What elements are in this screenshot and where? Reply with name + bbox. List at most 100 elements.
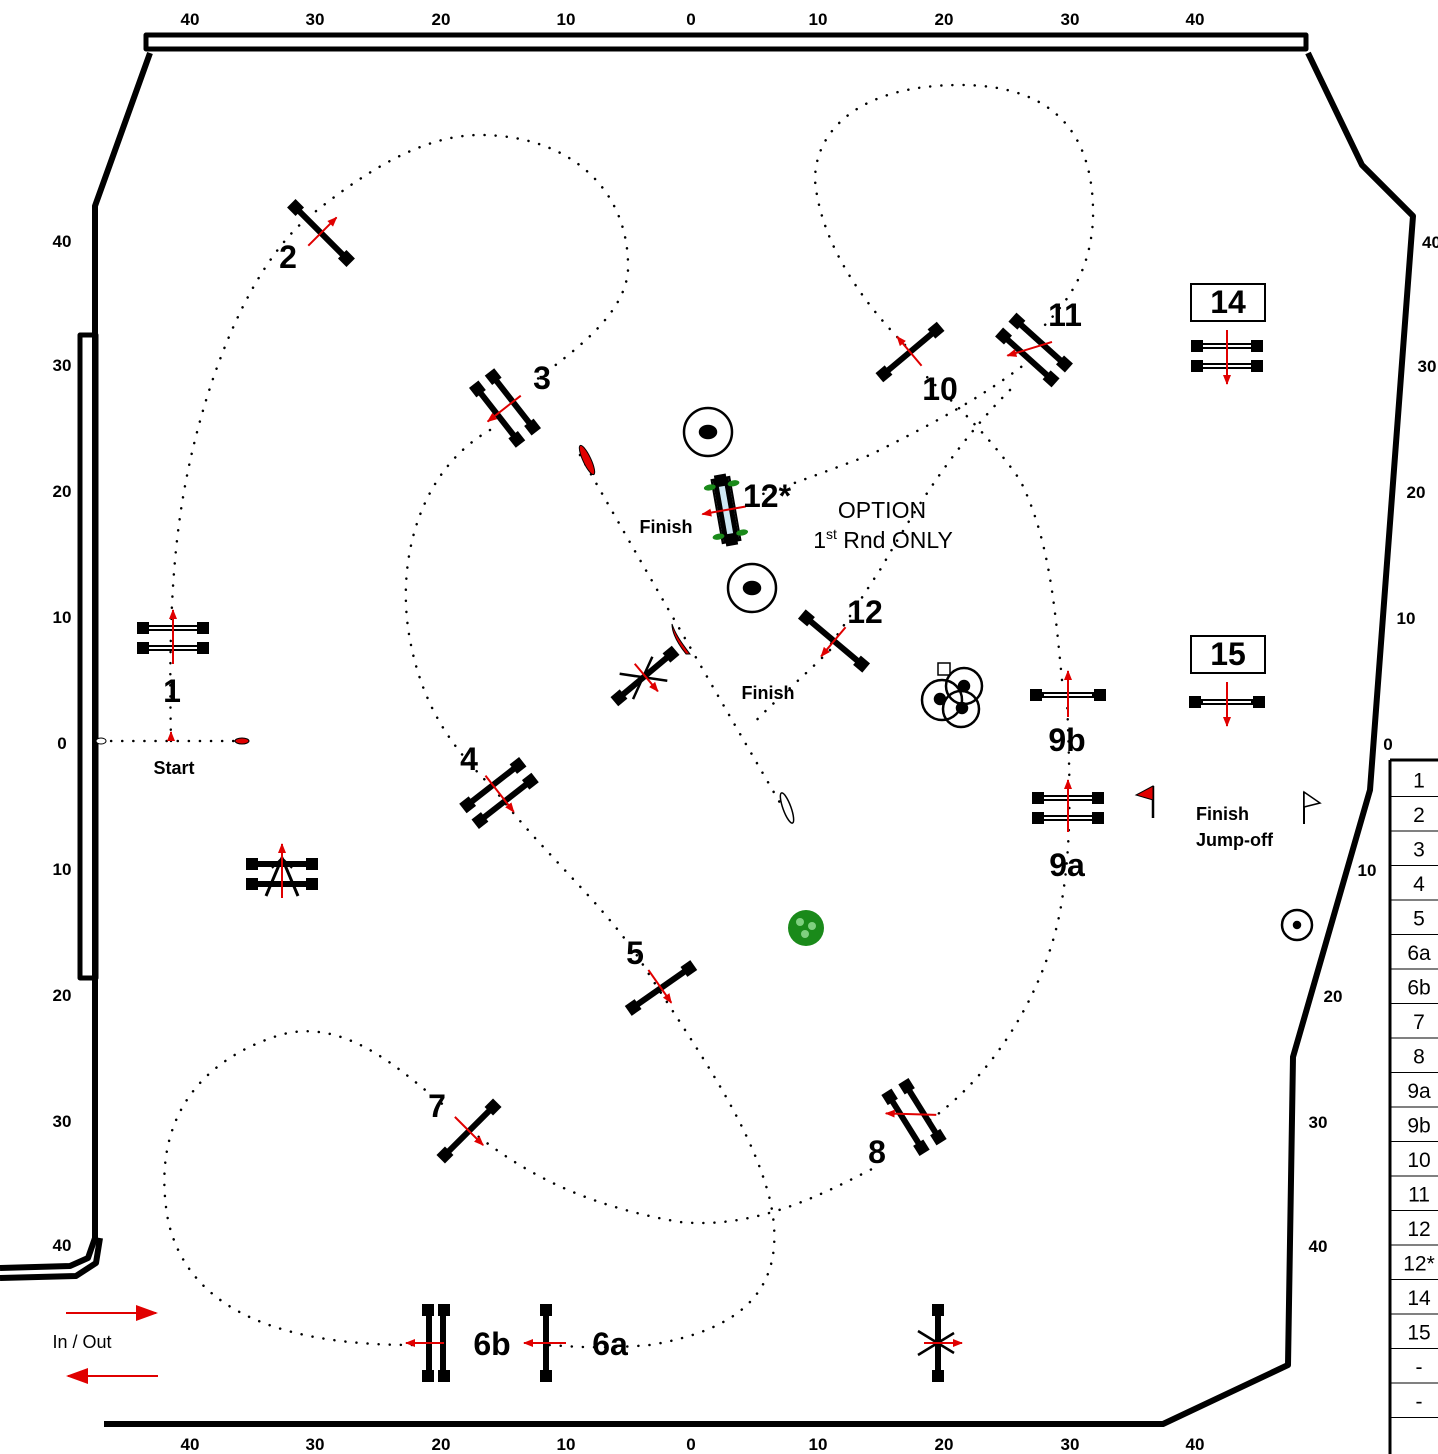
bottom-scale-mark: 40	[1186, 1435, 1205, 1454]
table-row: 12*	[1403, 1253, 1435, 1276]
option-label-line2: 1st Rnd ONLY	[813, 526, 953, 553]
bottom-scale-mark: 20	[935, 1435, 954, 1454]
top-scale-mark: 10	[557, 10, 576, 29]
left-scale-mark: 40	[53, 1236, 72, 1255]
top-scale-mark: 20	[432, 10, 451, 29]
jump-number-6b: 6b	[473, 1326, 510, 1362]
jump-9a	[1032, 779, 1104, 832]
left-scale-mark: 0	[57, 734, 66, 753]
table-row: 8	[1413, 1046, 1425, 1069]
jump-number-1: 1	[163, 673, 181, 709]
table-row: 9a	[1407, 1080, 1431, 1103]
finish-option-label: Finish	[742, 683, 795, 703]
left-scale: 40 30 20 10 0 10 20 30 40	[53, 232, 72, 1255]
jump-number-9a: 9a	[1049, 847, 1085, 883]
right-scale-mark: 40	[1422, 233, 1438, 252]
jump-number-5: 5	[626, 935, 644, 971]
left-scale-mark: 10	[53, 608, 72, 627]
jump-number-12: 12	[847, 594, 883, 630]
table-row: 1	[1413, 770, 1425, 793]
bottom-scale-mark: 10	[557, 1435, 576, 1454]
jump-number-4: 4	[460, 741, 478, 777]
top-scale-mark: 20	[935, 10, 954, 29]
finish-jumpoff-label-line2: Jump-off	[1196, 830, 1274, 850]
option-label-line1: OPTION	[838, 497, 926, 523]
table-row: 9b	[1407, 1115, 1430, 1138]
right-scale-mark: 10	[1397, 609, 1416, 628]
left-scale-mark: 20	[53, 986, 72, 1005]
top-scale-mark: 30	[306, 10, 325, 29]
bottom-scale-mark: 40	[181, 1435, 200, 1454]
jump-5	[624, 960, 698, 1016]
jump-number-8: 8	[868, 1134, 886, 1170]
jump-14-label-box: 14	[1190, 283, 1266, 322]
jump-2	[287, 199, 355, 267]
top-scale-mark: 10	[809, 10, 828, 29]
right-scale-mark: 30	[1309, 1113, 1328, 1132]
jump-8	[881, 1077, 947, 1157]
right-scale-mark: 30	[1418, 357, 1437, 376]
target-circles	[682, 406, 1314, 942]
jump-15	[1189, 682, 1265, 727]
riding-track	[98, 83, 1095, 1349]
jump-12	[797, 609, 871, 673]
right-scale-mark: 20	[1407, 483, 1426, 502]
jumpoff-finish-flags	[1134, 785, 1322, 824]
bottom-scale-mark: 20	[432, 1435, 451, 1454]
jump-number-3: 3	[533, 360, 551, 396]
table-row: 11	[1408, 1184, 1430, 1207]
jump-12-option	[701, 473, 749, 547]
jump-number-14: 14	[1210, 284, 1246, 320]
jump-1	[137, 609, 209, 664]
top-scale-mark: 40	[181, 10, 200, 29]
start-label: Start	[153, 758, 194, 778]
bottom-scale-mark: 0	[686, 1435, 695, 1454]
table-row: 6b	[1407, 977, 1430, 1000]
arena-outline	[0, 32, 1416, 1427]
top-scale-mark: 0	[686, 10, 695, 29]
jump-number-9b: 9b	[1048, 722, 1085, 758]
in-out-indicator: In / Out	[52, 1305, 158, 1384]
bottom-scale-mark: 30	[306, 1435, 325, 1454]
jump-6a	[523, 1304, 566, 1382]
table-row: 14	[1407, 1287, 1431, 1310]
jump-number-11: 11	[1048, 297, 1082, 333]
table-row: 3	[1413, 839, 1425, 862]
table-row: 2	[1413, 804, 1425, 827]
jump-number-7: 7	[428, 1088, 446, 1124]
spare-cross-center	[610, 645, 680, 707]
right-scale-mark: 20	[1324, 987, 1343, 1006]
jump-numbers: 1 2 3 4 5 6a 6b 7 8 9a 9b 10 11 12 12*	[163, 239, 1086, 1362]
right-scale-mark: 40	[1309, 1237, 1328, 1256]
left-scale-mark: 40	[53, 232, 72, 251]
bottom-scale-mark: 10	[809, 1435, 828, 1454]
jump-6b	[405, 1304, 450, 1382]
jump-10	[875, 321, 945, 383]
triple-circle-marker	[920, 662, 984, 729]
table-row: 4	[1413, 873, 1425, 896]
table-row: 6a	[1407, 942, 1431, 965]
jump-9b	[1030, 670, 1106, 717]
right-scale: 40 30 20 10 0 10 20 30 40	[1309, 233, 1438, 1256]
table-row: 10	[1407, 1149, 1430, 1172]
in-out-label: In / Out	[52, 1332, 111, 1352]
left-scale-mark: 30	[53, 356, 72, 375]
top-scale-mark: 40	[1186, 10, 1205, 29]
jump-number-6a: 6a	[592, 1326, 628, 1362]
spare-oxer-left	[246, 843, 318, 898]
finish-label: Finish	[640, 517, 693, 537]
left-scale-mark: 10	[53, 860, 72, 879]
table-row: 12	[1407, 1218, 1430, 1241]
jump-14	[1191, 330, 1263, 385]
bottom-scale-mark: 30	[1061, 1435, 1080, 1454]
right-scale-mark: 10	[1358, 861, 1377, 880]
jump-number-10: 10	[922, 371, 958, 407]
jump-3	[468, 368, 542, 448]
table-row: -	[1416, 1391, 1423, 1414]
left-scale-mark: 30	[53, 1112, 72, 1131]
top-scale: 40 30 20 10 0 10 20 30 40	[181, 10, 1205, 29]
table-row: -	[1416, 1356, 1423, 1379]
jump-number-2: 2	[279, 239, 297, 275]
